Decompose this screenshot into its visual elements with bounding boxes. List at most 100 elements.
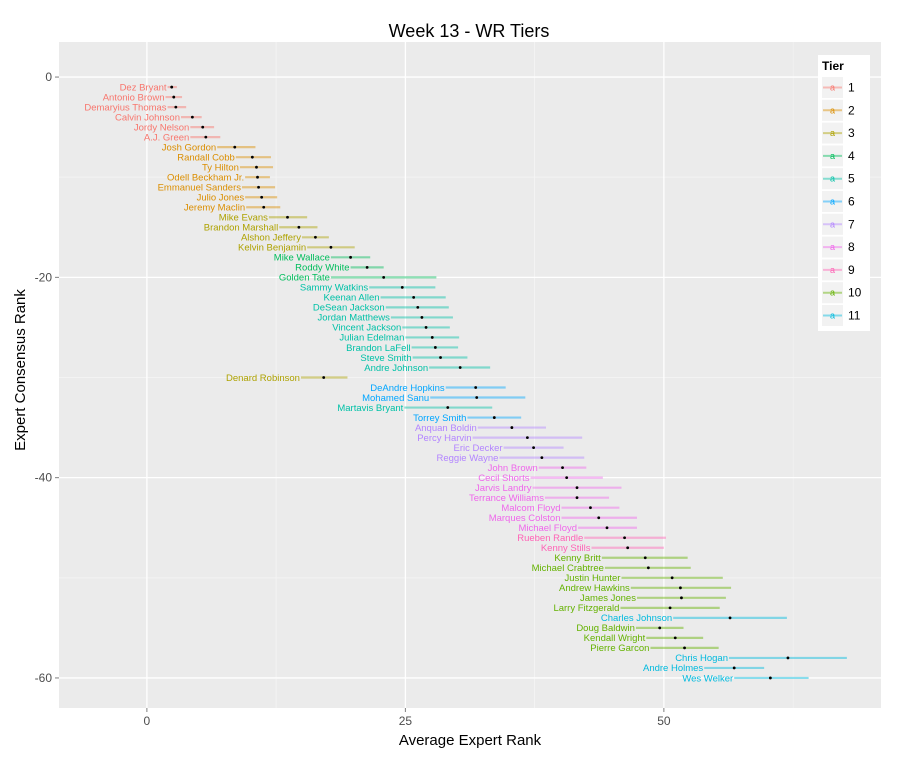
point-label: Anquan Boldin	[415, 423, 477, 434]
data-point	[623, 536, 626, 540]
data-point	[365, 265, 369, 269]
point-label: Doug Baldwin	[576, 623, 635, 634]
y-tick-label: 0	[45, 70, 52, 84]
points	[170, 85, 790, 680]
legend-label: 4	[848, 149, 855, 163]
point-label: Mike Evans	[219, 213, 268, 224]
legend-key	[822, 213, 843, 235]
point-label: Steve Smith	[360, 353, 411, 364]
point-label: Kenny Britt	[554, 553, 601, 564]
data-point	[349, 255, 352, 259]
point-label: Eric Decker	[454, 443, 503, 454]
legend-key-glyph: a	[830, 265, 835, 275]
data-point	[668, 606, 672, 610]
data-point	[768, 676, 772, 680]
data-point	[646, 566, 650, 570]
legend: Tier a 1 a 2 a 3 a 4 a 5 a 6 a 7 a 8 a 9 a 10 a 11	[818, 55, 870, 331]
data-point	[314, 235, 317, 239]
data-point	[658, 626, 662, 630]
point-label: Kenny Stills	[541, 543, 591, 554]
legend-label: 11	[848, 309, 861, 323]
legend-label: 2	[848, 103, 855, 117]
point-label: Sammy Watkins	[300, 283, 369, 294]
y-tick-label: -20	[35, 270, 53, 284]
legend-key-glyph: a	[830, 288, 835, 298]
data-point	[670, 576, 674, 580]
point-label: Terrance Williams	[469, 493, 544, 504]
legend-label: 6	[848, 195, 855, 209]
point-label: A.J. Green	[144, 132, 189, 143]
legend-label: 7	[848, 217, 855, 231]
point-label: James Jones	[580, 593, 636, 604]
point-label: Chris Hogan	[675, 653, 728, 664]
x-axis-title: Average Expert Rank	[399, 732, 542, 749]
legend-key	[822, 305, 843, 326]
legend-key	[822, 168, 843, 190]
data-point	[532, 446, 535, 450]
point-label: DeSean Jackson	[313, 303, 385, 314]
legend-key	[822, 99, 843, 121]
point-label: Antonio Brown	[103, 92, 165, 103]
point-label: Andrew Hawkins	[559, 583, 630, 594]
point-label: Wes Welker	[682, 673, 733, 684]
point-label: Reggie Wayne	[436, 453, 498, 464]
point-label: Cecil Shorts	[478, 473, 529, 484]
data-point	[575, 496, 579, 500]
plot-panel	[59, 42, 881, 708]
data-point	[430, 336, 434, 339]
data-point	[233, 145, 237, 149]
point-label: Michael Floyd	[518, 523, 577, 534]
legend-key-glyph: a	[830, 151, 835, 161]
minor-gridlines	[59, 42, 881, 708]
point-label: Golden Tate	[279, 273, 330, 284]
point-label: Jeremy Maclin	[184, 203, 245, 214]
point-label: Jarvis Landry	[475, 483, 532, 494]
data-point	[420, 316, 424, 319]
data-point	[172, 95, 176, 99]
legend-key	[822, 122, 843, 144]
y-axis-ticks: 0 -20 -40 -60	[35, 70, 59, 685]
data-point	[190, 115, 194, 119]
legend-label: 5	[848, 172, 855, 186]
point-label: Brandon Marshall	[204, 223, 278, 234]
point-label: Calvin Johnson	[115, 112, 180, 123]
point-label: Julio Jones	[197, 193, 245, 204]
point-label: Mike Wallace	[274, 253, 330, 264]
point-label: Kelvin Benjamin	[238, 243, 306, 254]
data-point	[204, 135, 208, 139]
point-label: Vincent Jackson	[332, 323, 401, 334]
point-label: Jordan Matthews	[318, 313, 391, 324]
point-label: Jordy Nelson	[134, 122, 189, 133]
point-label: Keenan Allen	[324, 293, 380, 304]
x-tick-label: 50	[657, 714, 671, 728]
data-point	[256, 175, 259, 179]
point-label: Demaryius Thomas	[84, 102, 166, 113]
point-label: Justin Hunter	[564, 573, 620, 584]
data-point	[416, 305, 420, 309]
data-point	[683, 646, 686, 650]
legend-key-glyph: a	[830, 219, 835, 229]
data-point	[510, 426, 514, 429]
point-label: Ty Hilton	[202, 162, 239, 173]
y-tick-label: -60	[35, 671, 53, 685]
legend-key-glyph: a	[830, 83, 835, 93]
point-label: Roddy White	[295, 263, 349, 274]
point-label: Torrey Smith	[413, 413, 466, 424]
data-point	[589, 506, 592, 510]
data-point	[255, 165, 258, 169]
x-tick-label: 25	[399, 714, 413, 728]
point-label: Percy Harvin	[417, 433, 471, 444]
data-point	[575, 486, 579, 490]
data-point	[475, 396, 479, 399]
data-point	[412, 295, 416, 299]
data-point	[680, 596, 683, 600]
legend-key-glyph: a	[830, 242, 835, 252]
point-label: Larry Fitzgerald	[553, 603, 619, 614]
legend-key	[822, 236, 843, 258]
point-label: Rueben Randle	[517, 533, 583, 544]
legend-label: 8	[848, 240, 855, 254]
data-point	[679, 586, 682, 590]
point-label: Brandon LaFell	[346, 343, 410, 354]
